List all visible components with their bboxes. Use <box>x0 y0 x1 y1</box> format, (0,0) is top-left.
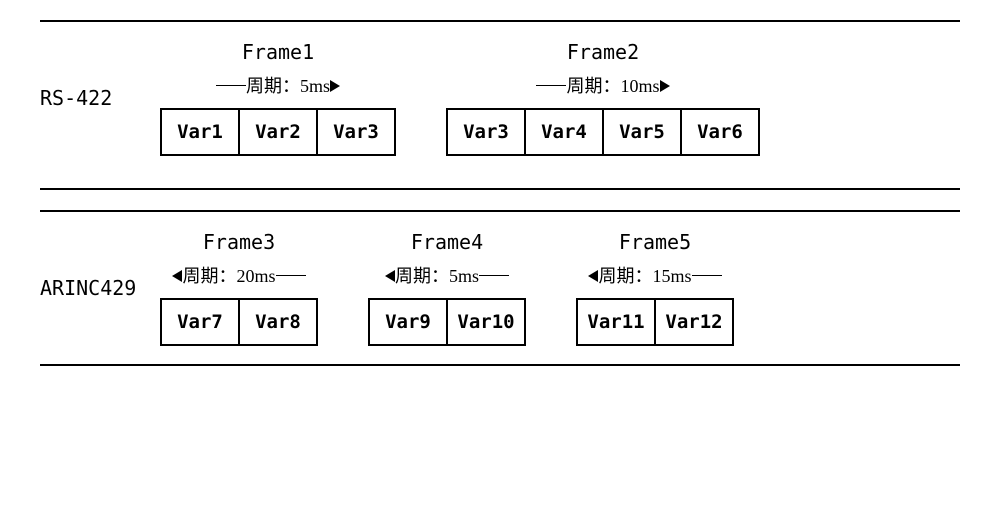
frames-row: Frame1 周期：5ms Var1 Var2 Var3 Frame2 周期：1… <box>160 40 960 156</box>
cells-row: Var1 Var2 Var3 <box>160 108 396 156</box>
protocol-section-arinc429: ARINC429 Frame3 周期：20ms Var7 Var8 Frame4… <box>40 210 960 366</box>
var-cell: Var7 <box>160 298 240 346</box>
protocol-label: ARINC429 <box>40 276 160 300</box>
arrow-left-icon <box>588 265 598 286</box>
cells-row: Var7 Var8 <box>160 298 318 346</box>
arrow-left-icon <box>385 265 395 286</box>
period-text: 周期：15ms <box>598 262 691 288</box>
protocol-section-rs422: RS-422 Frame1 周期：5ms Var1 Var2 Var3 Fram… <box>40 20 960 156</box>
frame-title: Frame3 <box>203 230 275 254</box>
arrow-right-icon <box>330 75 340 96</box>
var-cell: Var1 <box>160 108 240 156</box>
period-text: 周期：5ms <box>246 72 330 98</box>
var-cell: Var6 <box>680 108 760 156</box>
frame-group-frame4: Frame4 周期：5ms Var9 Var10 <box>368 230 526 346</box>
period-line-icon <box>216 85 246 86</box>
protocol-label: RS-422 <box>40 86 160 110</box>
period-label: 周期：10ms <box>536 72 669 98</box>
var-cell: Var10 <box>446 298 526 346</box>
frame-group-frame2: Frame2 周期：10ms Var3 Var4 Var5 Var6 <box>446 40 760 156</box>
var-cell: Var3 <box>446 108 526 156</box>
var-cell: Var5 <box>602 108 682 156</box>
frame-title: Frame2 <box>567 40 639 64</box>
period-text: 周期：5ms <box>395 262 479 288</box>
var-cell: Var9 <box>368 298 448 346</box>
var-cell: Var8 <box>238 298 318 346</box>
period-line-icon <box>276 275 306 276</box>
period-line-icon <box>536 85 566 86</box>
cells-row: Var9 Var10 <box>368 298 526 346</box>
arrow-right-icon <box>660 75 670 96</box>
frames-row: Frame3 周期：20ms Var7 Var8 Frame4 周期：5ms V… <box>160 230 960 346</box>
period-line-icon <box>479 275 509 276</box>
frame-group-frame1: Frame1 周期：5ms Var1 Var2 Var3 <box>160 40 396 156</box>
period-label: 周期：20ms <box>172 262 305 288</box>
var-cell: Var2 <box>238 108 318 156</box>
frame-title: Frame1 <box>242 40 314 64</box>
cells-row: Var11 Var12 <box>576 298 734 346</box>
var-cell: Var4 <box>524 108 604 156</box>
arrow-left-icon <box>172 265 182 286</box>
var-cell: Var12 <box>654 298 734 346</box>
period-line-icon <box>692 275 722 276</box>
frame-group-frame5: Frame5 周期：15ms Var11 Var12 <box>576 230 734 346</box>
var-cell: Var11 <box>576 298 656 346</box>
period-label: 周期：5ms <box>385 262 509 288</box>
period-label: 周期：15ms <box>588 262 721 288</box>
frame-title: Frame4 <box>411 230 483 254</box>
period-text: 周期：20ms <box>182 262 275 288</box>
period-text: 周期：10ms <box>566 72 659 98</box>
var-cell: Var3 <box>316 108 396 156</box>
cells-row: Var3 Var4 Var5 Var6 <box>446 108 760 156</box>
divider-line <box>40 188 960 190</box>
frame-title: Frame5 <box>619 230 691 254</box>
frame-group-frame3: Frame3 周期：20ms Var7 Var8 <box>160 230 318 346</box>
period-label: 周期：5ms <box>216 72 340 98</box>
